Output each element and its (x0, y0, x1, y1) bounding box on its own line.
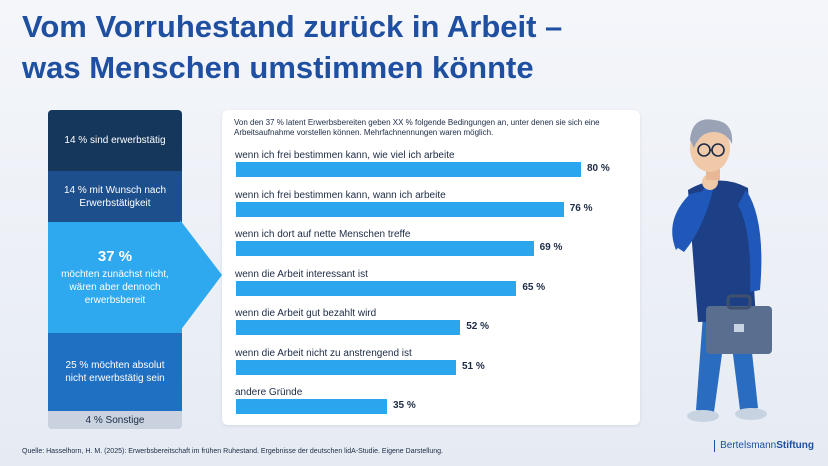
bar-label: wenn die Arbeit nicht zu anstrengend ist (235, 347, 412, 359)
brand-logo: BertelsmannStiftung (714, 440, 814, 452)
segment-nicht-erwerbstaetig: 25 % möchten absolut nicht erwerbstätig … (48, 333, 182, 411)
bar-chart: wenn ich frei bestimmen kann, wie viel i… (222, 110, 640, 425)
person-illustration (672, 119, 772, 422)
segment-erwerbsbereit: 37 % möchten zunächst nicht, wären aber … (48, 222, 182, 333)
bar-label: wenn ich dort auf nette Menschen treffe (235, 229, 411, 240)
bar-value-label: 65 % (522, 281, 546, 293)
bar-value-label: 52 % (466, 321, 490, 332)
brand-part-1: Bertelsmann (720, 440, 777, 451)
title-line-2: was Menschen umstimmen könnte (22, 50, 534, 85)
bar (236, 162, 581, 177)
source-note: Quelle: Hasselhorn, H. M. (2025): Erwerb… (22, 448, 443, 455)
segment-sonstige: 4 % Sonstige (48, 411, 182, 429)
bar-label: wenn die Arbeit gut bezahlt wird (235, 308, 377, 319)
page-title: Vom Vorruhestand zurück in Arbeit – was … (22, 6, 662, 88)
bar (236, 320, 461, 335)
bar-label: andere Gründe (235, 387, 303, 398)
bar-label: wenn die Arbeit interessant ist (235, 268, 368, 280)
bar-value-label: 69 % (539, 242, 563, 253)
bar (236, 359, 456, 375)
chart-panel: Von den 37 % latent Erwerbsbereiten gebe… (222, 110, 640, 425)
chart-intro: Von den 37 % latent Erwerbsbereiten gebe… (234, 118, 600, 137)
bar-value-label: 35 % (392, 400, 416, 411)
segment-erwerbsbereit-text: möchten zunächst nicht, wären aber denno… (61, 269, 169, 306)
title-line-1: Vom Vorruhestand zurück in Arbeit – (22, 9, 563, 44)
brand-part-2: Stiftung (776, 440, 814, 451)
bar (236, 399, 387, 414)
bar-value-label: 80 % (587, 163, 610, 174)
bar-label: wenn ich frei bestimmen kann, wie viel i… (235, 150, 455, 161)
bar-value-label: 76 % (569, 202, 593, 214)
connector-arrow (180, 220, 222, 331)
bar-label: wenn ich frei bestimmen kann, wann ich a… (235, 189, 446, 201)
bar (236, 201, 564, 217)
bar (236, 241, 534, 256)
segment-erwerbstaetig: 14 % sind erwerbstätig (48, 110, 182, 171)
bar (236, 280, 517, 296)
segment-wunsch: 14 % mit Wunsch nach Erwerbstätigkeit (48, 171, 182, 222)
segment-erwerbsbereit-value: 37 % (97, 248, 133, 265)
bar-value-label: 51 % (461, 360, 485, 372)
